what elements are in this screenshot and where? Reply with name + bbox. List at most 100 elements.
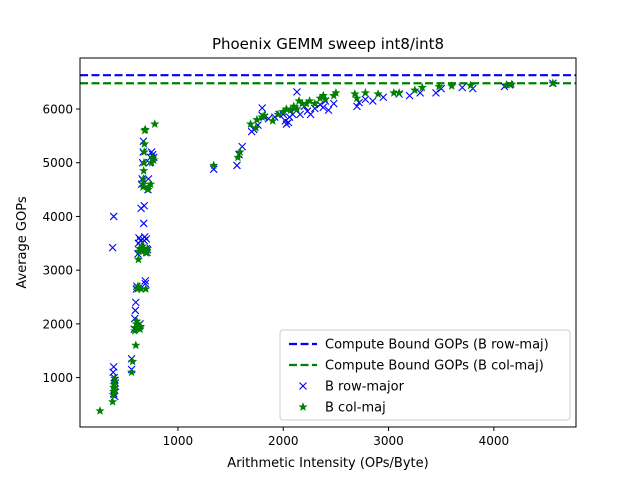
x-tick-label-3: 4000	[479, 434, 510, 448]
point-s1-78	[410, 85, 420, 95]
x-tick-label-0: 1000	[163, 434, 194, 448]
point-s0-82	[379, 93, 388, 102]
point-s0-55	[258, 104, 267, 112]
point-s1-84	[507, 79, 517, 89]
y-tick-label-2: 3000	[42, 264, 73, 278]
point-s1-18	[133, 254, 144, 264]
point-s1-71	[331, 88, 341, 97]
points-layer	[95, 78, 558, 415]
point-s0-35	[141, 277, 150, 285]
point-s1-51	[251, 122, 261, 132]
legend-label-hline-1: Compute Bound GOPs (B col-maj)	[325, 359, 544, 374]
point-s1-55	[268, 115, 278, 125]
legend-box	[279, 329, 571, 421]
point-s0-9	[108, 243, 117, 252]
point-s1-46	[150, 119, 160, 128]
point-s1-11	[130, 326, 140, 335]
point-s1-1	[108, 396, 118, 406]
point-s0-88	[458, 83, 467, 92]
point-s1-22	[135, 321, 146, 331]
y-tick-label-1: 2000	[42, 317, 73, 331]
point-s1-7	[110, 373, 120, 383]
point-s1-68	[318, 90, 328, 100]
point-s1-33	[139, 139, 150, 148]
point-s1-69	[320, 94, 330, 104]
plot-frame	[79, 57, 577, 428]
y-tick-label-3: 4000	[42, 210, 73, 224]
point-s0-32	[140, 201, 149, 210]
point-s0-80	[361, 95, 370, 104]
point-s1-56	[273, 109, 283, 119]
point-s1-66	[310, 98, 320, 108]
hlines-layer	[80, 74, 576, 85]
point-s1-2	[108, 389, 118, 399]
point-s1-72	[350, 89, 360, 98]
legend-label-series-1: B col-maj	[325, 401, 386, 416]
point-s1-52	[252, 114, 262, 124]
point-s0-48	[233, 161, 241, 170]
point-s1-35	[140, 124, 150, 134]
point-s1-45	[149, 155, 159, 164]
y-tick-label-0: 1000	[42, 371, 73, 385]
point-s1-80	[434, 81, 444, 91]
point-s1-9	[126, 367, 137, 377]
point-s1-8	[110, 385, 120, 395]
point-s1-39	[142, 243, 153, 253]
point-s0-81	[368, 97, 377, 105]
point-s0-78	[353, 102, 361, 111]
point-s1-36	[141, 284, 151, 293]
legend-swatch-series-0	[299, 382, 307, 390]
legend-label-series-0: B row-major	[325, 380, 405, 395]
point-s1-75	[373, 89, 383, 98]
y-axis-label: Average GOPs	[15, 196, 30, 288]
y-axis-ticks: 1000 2000 3000 4000 5000 6000	[42, 103, 80, 385]
point-s1-49	[235, 147, 245, 156]
point-s0-86	[432, 89, 440, 97]
y-tick-label-5: 6000	[42, 103, 73, 117]
point-s0-76	[324, 106, 333, 114]
point-s1-10	[128, 356, 138, 366]
point-s0-68	[296, 110, 304, 119]
legend-swatch-series-1	[298, 402, 308, 411]
point-s1-65	[304, 96, 315, 105]
point-s1-54	[259, 110, 269, 120]
series-1	[95, 78, 558, 415]
point-s1-82	[466, 80, 476, 90]
legend: Compute Bound GOPs (B row-maj) Compute Bo…	[279, 329, 571, 421]
point-s0-85	[416, 89, 425, 97]
point-s1-77	[394, 88, 404, 97]
point-s1-0	[95, 406, 105, 415]
point-s0-67	[293, 87, 301, 96]
point-s1-48	[233, 152, 243, 162]
point-s0-77	[329, 99, 338, 108]
point-s0-30	[139, 219, 148, 228]
point-s0-34	[141, 279, 150, 288]
point-s0-60	[279, 110, 288, 119]
point-s1-61	[292, 104, 302, 113]
point-s1-73	[352, 93, 362, 103]
point-s0-47	[209, 165, 218, 174]
point-s0-16	[131, 298, 140, 307]
point-s0-36	[142, 235, 151, 243]
point-s0-71	[306, 110, 315, 119]
x-axis-label: Arithmetic Intensity (OPs/Byte)	[227, 456, 428, 471]
x-tick-label-1: 2000	[268, 434, 299, 448]
chart-title: Phoenix GEMM sweep int8/int8	[212, 35, 444, 53]
point-s1-59	[286, 105, 296, 115]
point-s1-50	[245, 119, 256, 128]
point-s0-84	[405, 91, 414, 100]
point-s1-13	[131, 340, 141, 350]
point-s1-28	[138, 179, 148, 189]
point-s1-42	[145, 179, 156, 189]
point-s1-85	[548, 78, 558, 88]
point-s1-15	[132, 316, 142, 326]
point-s0-44	[147, 148, 156, 156]
legend-label-hline-0: Compute Bound GOPs (B row-maj)	[325, 338, 549, 353]
point-s0-15	[131, 306, 140, 315]
point-s1-5	[109, 379, 119, 389]
point-s1-81	[447, 81, 457, 90]
point-s1-26	[138, 241, 148, 250]
point-s1-30	[139, 165, 149, 175]
point-s0-74	[319, 103, 328, 112]
point-s1-74	[360, 88, 370, 97]
